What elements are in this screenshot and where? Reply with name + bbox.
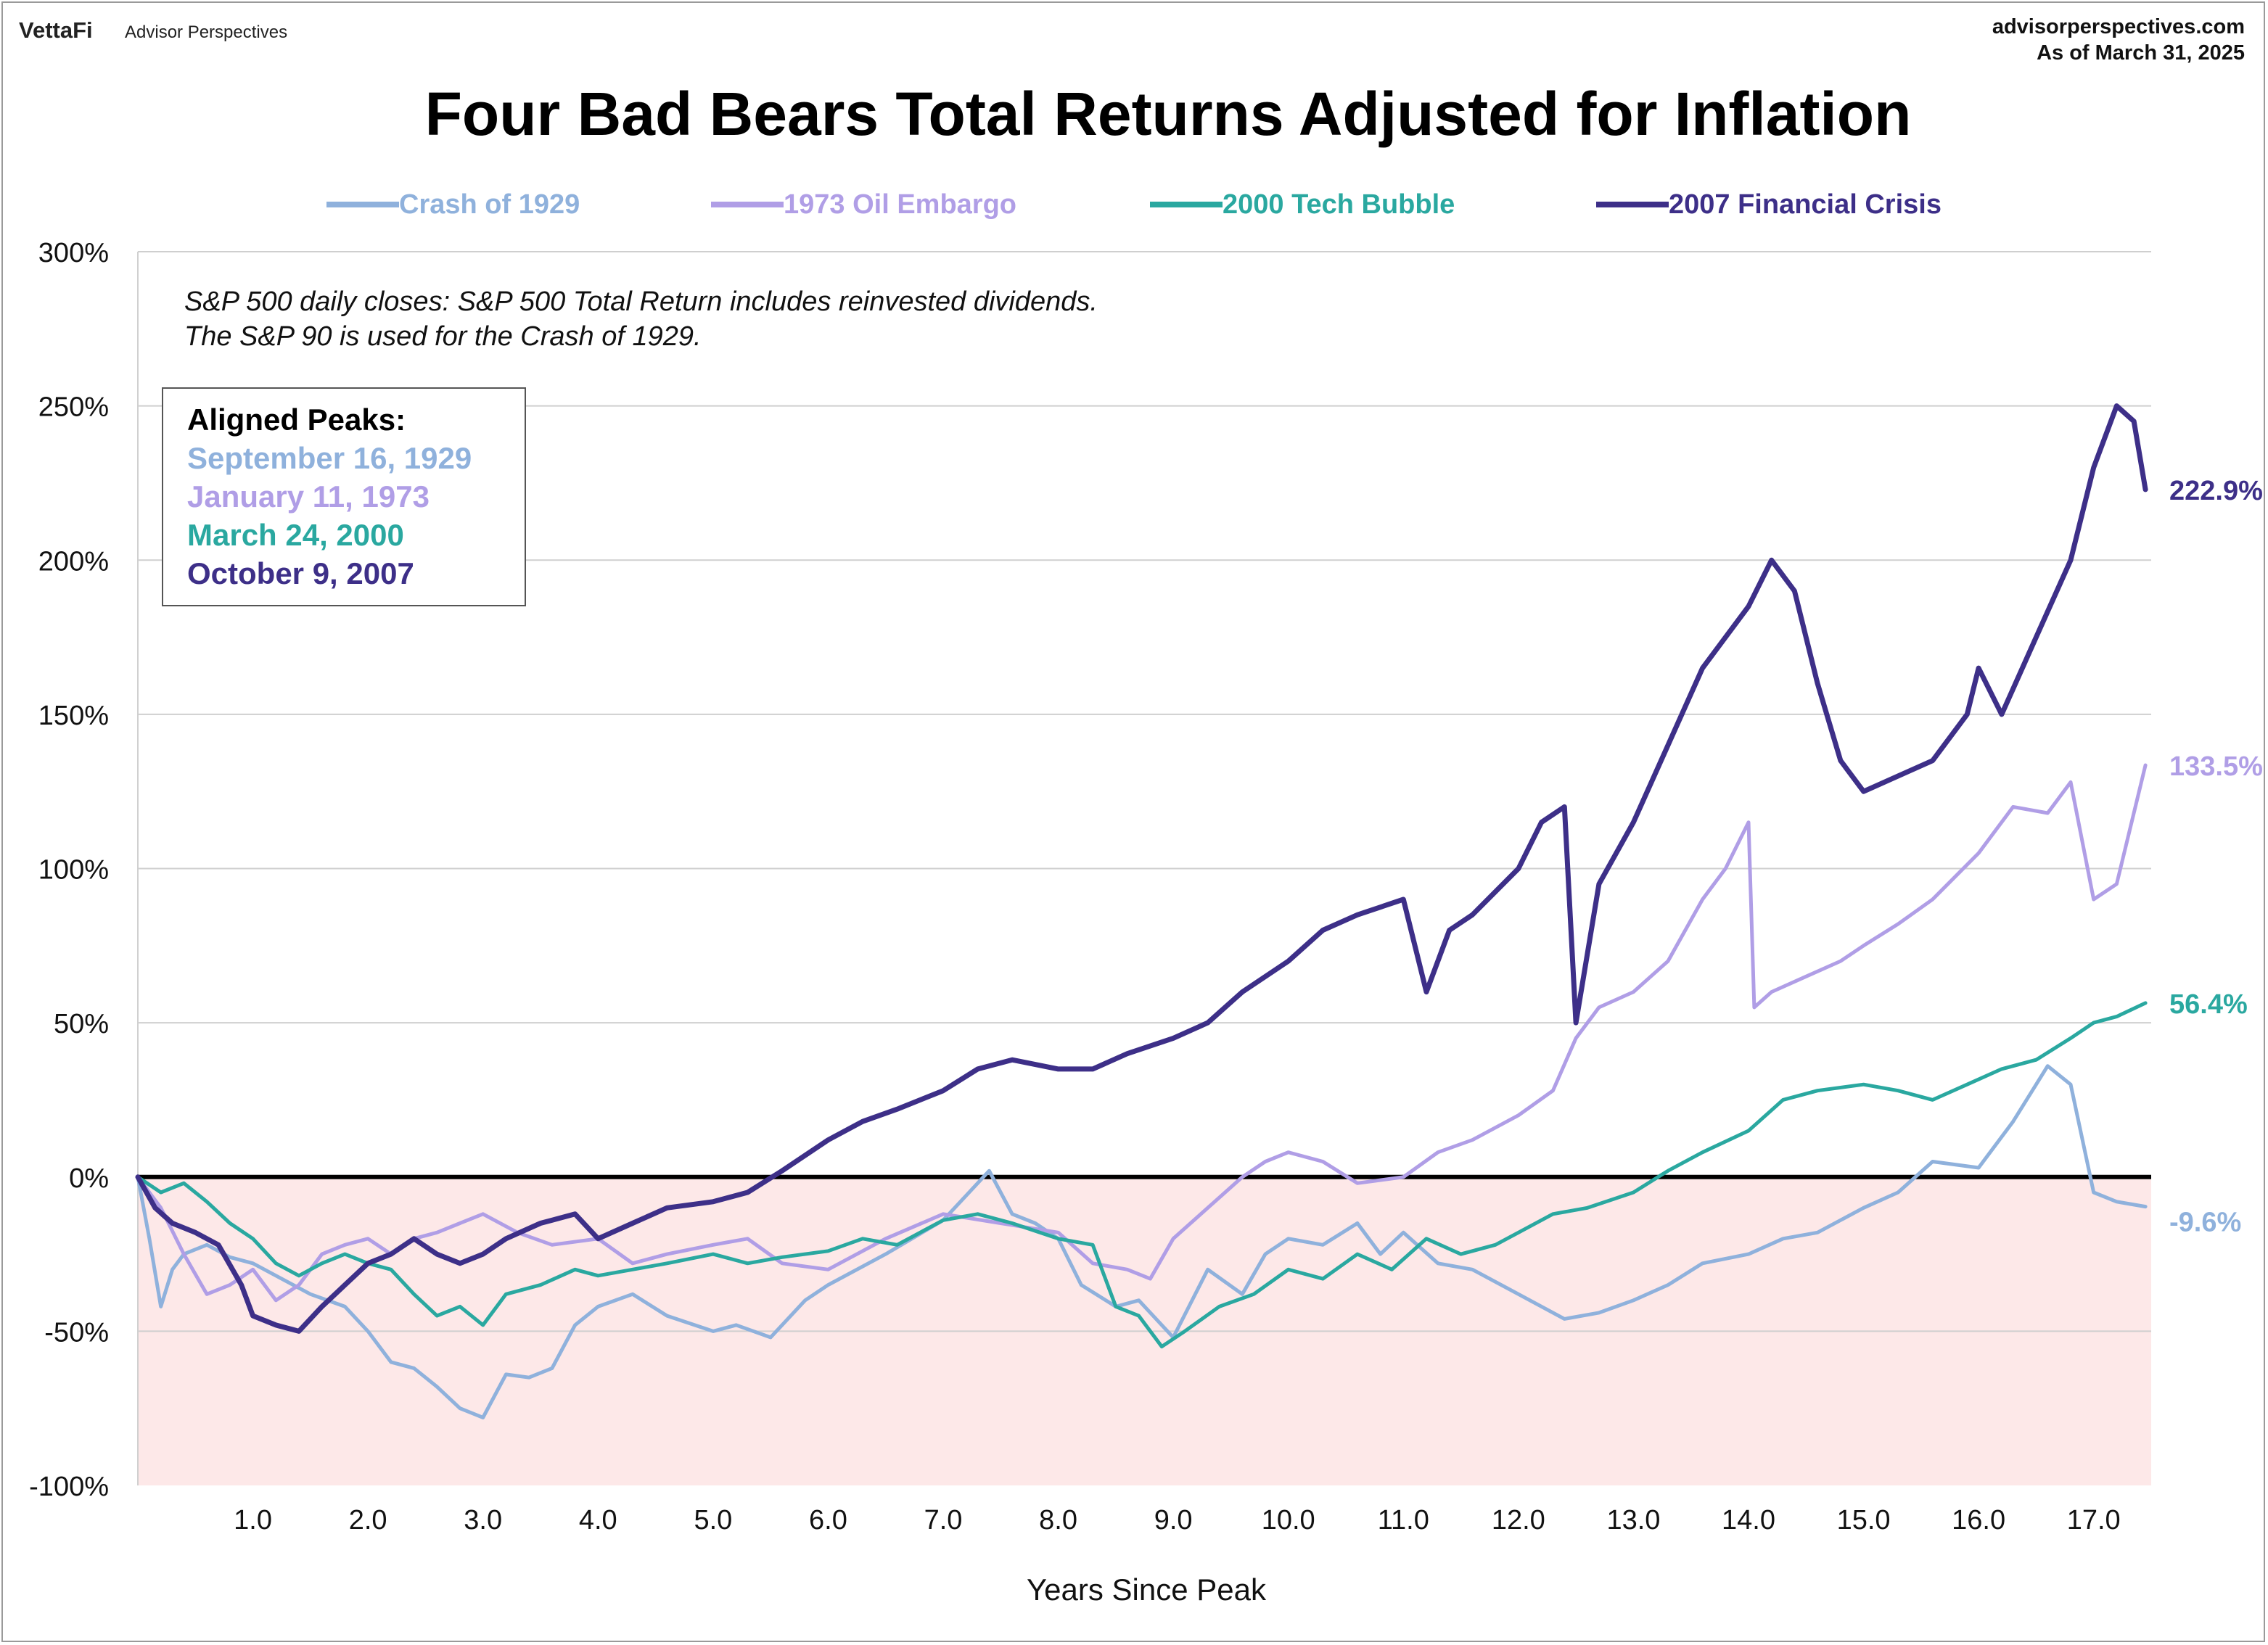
x-tick-label: 9.0 xyxy=(1154,1505,1193,1535)
x-tick-label: 11.0 xyxy=(1378,1505,1429,1535)
end-label-1: 133.5% xyxy=(2169,751,2263,782)
x-axis-label: Years Since Peak xyxy=(1027,1572,1267,1607)
as-of-date: As of March 31, 2025 xyxy=(2037,41,2245,65)
peak-date-3: October 9, 2007 xyxy=(187,556,414,590)
brand-logo: VettaFi xyxy=(19,17,93,43)
legend-label-3: 2007 Financial Crisis xyxy=(1669,189,1942,220)
x-tick-label: 6.0 xyxy=(809,1505,847,1535)
x-tick-label: 10.0 xyxy=(1262,1505,1315,1535)
end-label-2: 56.4% xyxy=(2169,989,2248,1020)
x-tick-label: 13.0 xyxy=(1606,1505,1660,1535)
note-line-2: The S&P 90 is used for the Crash of 1929… xyxy=(184,321,702,352)
x-tick-label: 12.0 xyxy=(1492,1505,1545,1535)
series-line-2 xyxy=(136,1001,2148,1349)
x-tick-label: 3.0 xyxy=(464,1505,502,1535)
y-tick-label: 250% xyxy=(38,392,109,423)
y-tick-label: -100% xyxy=(29,1472,109,1502)
x-tick-label: 5.0 xyxy=(694,1505,732,1535)
end-label-0: -9.6% xyxy=(2169,1208,2241,1238)
legend: Crash of 1929 1973 Oil Embargo 2000 Tech B… xyxy=(326,189,1942,220)
series-line-1 xyxy=(136,763,2148,1303)
site-url: advisorperspectives.com xyxy=(1992,15,2245,38)
x-tick-label: 7.0 xyxy=(924,1505,963,1535)
y-tick-label: 100% xyxy=(38,855,109,886)
peaks-box-border xyxy=(162,387,526,606)
note-line-1: S&P 500 daily closes: S&P 500 Total Retu… xyxy=(184,286,1098,317)
x-tick-label: 1.0 xyxy=(234,1505,272,1535)
y-tick-label: 50% xyxy=(54,1009,109,1039)
x-tick-label: 15.0 xyxy=(1837,1505,1891,1535)
y-tick-label: 300% xyxy=(38,238,109,268)
y-tick-label: 150% xyxy=(38,701,109,731)
series-line-0 xyxy=(136,1064,2148,1419)
x-tick-label: 2.0 xyxy=(349,1505,387,1535)
legend-label-2: 2000 Tech Bubble xyxy=(1223,189,1455,220)
x-tick-label: 16.0 xyxy=(1952,1505,2005,1535)
peak-date-2: March 24, 2000 xyxy=(187,518,404,552)
x-tick-label: 4.0 xyxy=(579,1505,617,1535)
aligned-peaks-box: Aligned Peaks: September 16, 1929 January… xyxy=(162,387,526,606)
peak-date-1: January 11, 1973 xyxy=(187,479,430,514)
x-tick-label: 8.0 xyxy=(1039,1505,1077,1535)
peak-date-0: September 16, 1929 xyxy=(187,441,472,475)
chart-title: Four Bad Bears Total Returns Adjusted fo… xyxy=(425,80,1912,148)
peaks-box-title: Aligned Peaks: xyxy=(187,403,406,437)
x-tick-label: 17.0 xyxy=(2067,1505,2121,1535)
y-tick-label: 0% xyxy=(69,1163,109,1194)
legend-label-0: Crash of 1929 xyxy=(399,189,580,220)
brand-subtitle: Advisor Perspectives xyxy=(125,22,287,42)
x-tick-label: 14.0 xyxy=(1722,1505,1775,1535)
legend-label-1: 1973 Oil Embargo xyxy=(784,189,1016,220)
y-tick-label: 200% xyxy=(38,546,109,577)
end-label-3: 222.9% xyxy=(2169,476,2263,506)
y-tick-label: -50% xyxy=(44,1317,109,1348)
series-line-3 xyxy=(135,403,2148,1334)
